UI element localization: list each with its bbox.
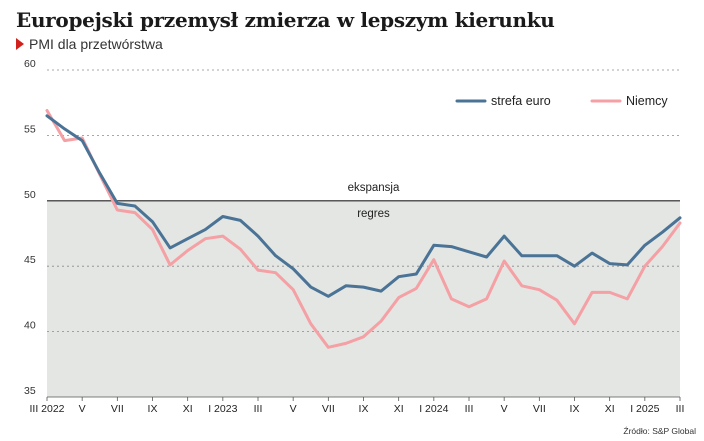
y-tick-label: 60 xyxy=(24,58,36,70)
x-tick-label: VII xyxy=(322,403,335,415)
y-tick-label: 35 xyxy=(24,385,36,397)
x-tick-label: IX xyxy=(148,403,158,415)
x-tick-label: VII xyxy=(111,403,124,415)
x-tick-label: I 2023 xyxy=(208,403,237,415)
ekspansja-label: ekspansja xyxy=(348,182,400,194)
series-line-niemcy xyxy=(45,109,682,349)
legend-label: Niemcy xyxy=(626,94,668,108)
x-tick-label: III xyxy=(676,403,685,415)
x-tick-label: IX xyxy=(570,403,580,415)
x-tick-label: IX xyxy=(359,403,369,415)
regres-shaded-area xyxy=(47,200,680,397)
x-tick-label: III xyxy=(465,403,474,415)
y-tick-label: 40 xyxy=(24,320,36,332)
x-tick-label: XI xyxy=(605,403,615,415)
x-tick-label: III 2022 xyxy=(29,403,64,415)
regres-label: regres xyxy=(357,208,390,220)
series-line-strefa-euro xyxy=(45,114,682,298)
x-tick-label: I 2024 xyxy=(419,403,448,415)
y-tick-label: 55 xyxy=(24,123,36,135)
chart-subtitle: PMI dla przetwórstwa xyxy=(16,36,163,52)
y-tick-label: 50 xyxy=(24,189,36,201)
legend-label: strefa euro xyxy=(491,94,551,108)
x-tick-label: V xyxy=(79,403,86,415)
red-triangle-icon xyxy=(16,38,24,50)
chart-title: Europejski przemysł zmierza w lepszym ki… xyxy=(16,8,555,32)
x-tick-label: I 2025 xyxy=(630,403,659,415)
subtitle-text: PMI dla przetwórstwa xyxy=(29,36,163,52)
x-tick-label: V xyxy=(501,403,508,415)
x-tick-label: V xyxy=(290,403,297,415)
y-tick-label: 45 xyxy=(24,254,36,266)
x-tick-label: III xyxy=(254,403,263,415)
source-note: Źródło: S&P Global xyxy=(623,426,696,436)
x-tick-label: VII xyxy=(533,403,546,415)
x-tick-label: XI xyxy=(394,403,404,415)
x-tick-label: XI xyxy=(183,403,193,415)
